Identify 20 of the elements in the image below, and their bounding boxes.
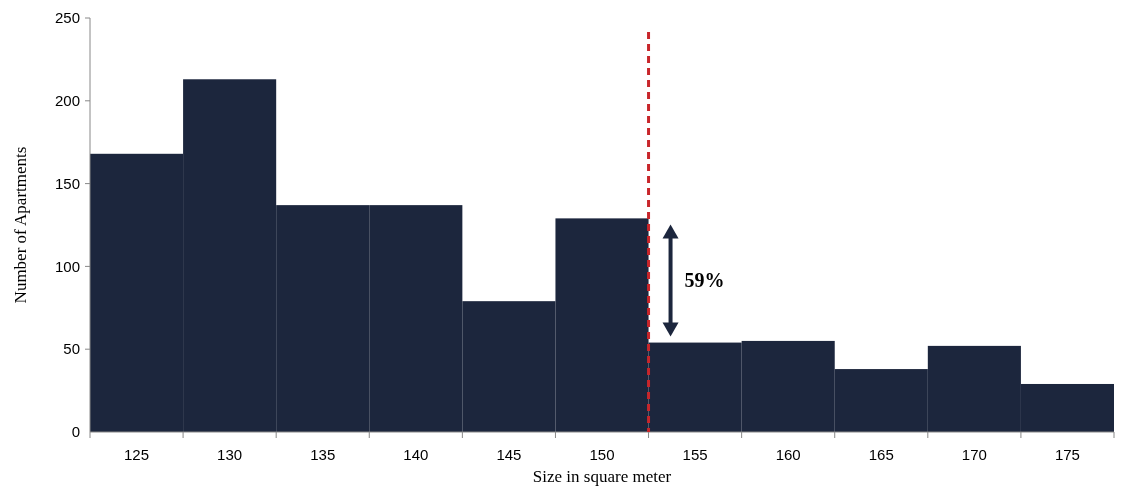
x-tick-label: 175 (1054, 446, 1080, 463)
x-tick-label: 135 (310, 446, 336, 463)
y-tick-label: 250 (54, 9, 80, 27)
x-tick-label: 130 (217, 446, 243, 463)
annotation: 59% (684, 269, 725, 292)
y-tick-label: 200 (54, 92, 80, 110)
y-tick-label: 0 (71, 423, 80, 441)
y-tick-label: 50 (63, 340, 80, 358)
y-tick-label: 100 (54, 257, 80, 275)
x-tick-label: 165 (868, 446, 894, 463)
x-tick-label: 155 (682, 446, 708, 463)
x-tick-label: 150 (589, 446, 615, 463)
x-axis-title: Size in square meter (532, 467, 672, 486)
x-tick-label: 140 (403, 446, 429, 463)
y-axis-title: Number of Apartments (11, 146, 30, 304)
x-tick-label: 145 (496, 446, 522, 463)
x-tick-label: 170 (961, 446, 987, 463)
x-tick-label: 125 (124, 446, 150, 463)
x-tick-label: 160 (775, 446, 801, 463)
y-tick-label: 150 (54, 174, 80, 192)
